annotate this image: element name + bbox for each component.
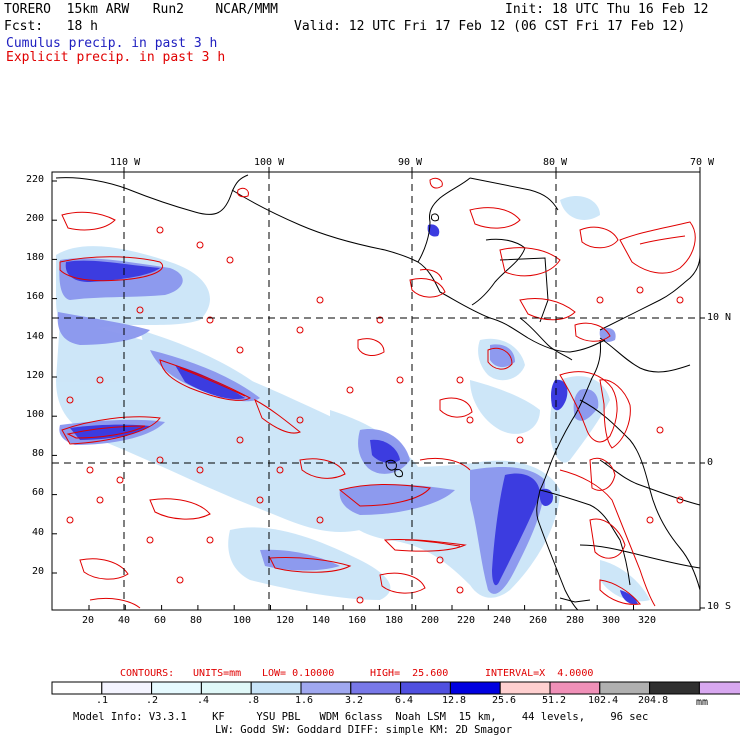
colorbar-label: 102.4	[588, 695, 619, 706]
contour-units: UNITS=mm	[193, 668, 242, 679]
colorbar-label: 204.8	[638, 695, 669, 706]
cumulus-legend: Cumulus precip. in past 3 h	[6, 36, 218, 51]
explicit-precip-contours	[59, 177, 696, 609]
forecast-hour: Fcst: 18 h	[4, 19, 98, 34]
x-tick-label: 60	[154, 615, 167, 626]
lat-lon-grid	[52, 172, 700, 610]
y-tick-label: 200	[26, 213, 45, 224]
x-tick-label: 100	[233, 615, 252, 626]
y-tick-label: 140	[26, 331, 45, 342]
x-tick-label: 200	[421, 615, 440, 626]
lon-label-80w: 80 W	[543, 157, 568, 168]
x-tick-label: 20	[82, 615, 95, 626]
colorbar-label: 6.4	[395, 695, 414, 706]
y-tick-label: 40	[32, 527, 45, 538]
colorbar-label: 1.6	[295, 695, 314, 706]
y-tick-label: 60	[32, 487, 45, 498]
x-tick-label: 240	[493, 615, 512, 626]
map-frame	[51, 171, 701, 611]
colorbar-label: .1	[96, 695, 109, 706]
colorbar-swatch	[250, 681, 302, 695]
colorbar-swatch	[51, 681, 103, 695]
lon-label-110w: 110 W	[110, 157, 141, 168]
colorbar-swatch	[400, 681, 451, 695]
x-tick-label: 180	[385, 615, 404, 626]
contour-label: CONTOURS:	[120, 668, 175, 679]
y-tick-label: 80	[32, 448, 45, 459]
colorbar-swatch	[549, 681, 601, 695]
colorbar-label: 3.2	[345, 695, 364, 706]
colorbar-swatch	[649, 681, 700, 695]
colorbar-swatch	[698, 681, 740, 695]
x-tick-label: 260	[529, 615, 548, 626]
lat-label-10n: 10 N	[707, 312, 732, 323]
colorbar-swatch	[101, 681, 153, 695]
x-tick-label: 300	[602, 615, 621, 626]
colorbar-swatch	[599, 681, 651, 695]
x-tick-label: 220	[457, 615, 476, 626]
x-tick-label: 120	[276, 615, 295, 626]
contour-interval: INTERVAL=X 4.0000	[485, 668, 594, 679]
colorbar-label: 51.2	[542, 695, 567, 706]
colorbar-swatch	[449, 681, 501, 695]
lat-label-0: 0	[707, 457, 714, 468]
cumulus-precip-heavy	[65, 224, 638, 605]
x-tick-label: 80	[190, 615, 203, 626]
axis-ticks	[52, 167, 705, 610]
contour-low: LOW= 0.10000	[262, 668, 335, 679]
x-tick-label: 140	[312, 615, 331, 626]
lat-label-10s: 10 S	[707, 601, 732, 612]
y-tick-label: 220	[26, 174, 45, 185]
model-title: TORERO 15km ARW Run2 NCAR/MMM	[4, 2, 278, 17]
y-tick-label: 20	[32, 566, 45, 577]
contour-high: HIGH= 25.600	[370, 668, 449, 679]
x-tick-label: 40	[118, 615, 131, 626]
init-time: Init: 18 UTC Thu 16 Feb 12	[505, 2, 709, 17]
model-info-line2: LW: Godd SW: Goddard DIFF: simple KM: 2D…	[215, 724, 513, 736]
colorbar-swatch	[151, 681, 202, 695]
colorbar-swatch	[499, 681, 551, 695]
colorbar-unit: mm	[696, 697, 709, 708]
colorbar-label: .2	[146, 695, 159, 706]
y-tick-label: 120	[26, 370, 45, 381]
y-tick-label: 100	[26, 409, 45, 420]
lon-label-100w: 100 W	[254, 157, 285, 168]
x-tick-label: 280	[566, 615, 585, 626]
colorbar	[51, 681, 740, 695]
colorbar-label: 25.6	[492, 695, 517, 706]
x-tick-label: 160	[348, 615, 367, 626]
colorbar-swatch	[200, 681, 252, 695]
explicit-legend: Explicit precip. in past 3 h	[6, 50, 226, 65]
valid-time: Valid: 12 UTC Fri 17 Feb 12 (06 CST Fri …	[294, 19, 686, 34]
colorbar-label: .4	[197, 695, 210, 706]
colorbar-swatch	[350, 681, 402, 695]
colorbar-label: 12.8	[442, 695, 467, 706]
y-tick-label: 160	[26, 291, 45, 302]
colorbar-label: .8	[247, 695, 260, 706]
lon-label-90w: 90 W	[398, 157, 423, 168]
y-tick-label: 180	[26, 252, 45, 263]
model-info-line1: Model Info: V3.3.1 KF YSU PBL WDM 6class…	[73, 711, 649, 723]
colorbar-swatch	[300, 681, 352, 695]
x-tick-label: 320	[638, 615, 657, 626]
lon-label-70w: 70 W	[690, 157, 715, 168]
explicit-precip-cells	[66, 226, 684, 604]
